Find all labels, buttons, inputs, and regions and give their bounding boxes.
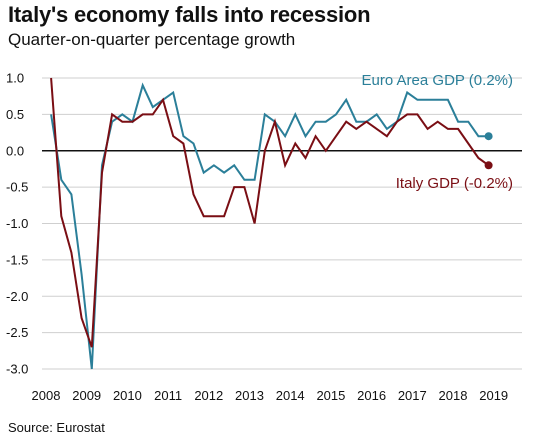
x-tick-label: 2014: [276, 388, 305, 403]
chart-title: Italy's economy falls into recession: [8, 2, 371, 27]
x-tick-label: 2019: [479, 388, 508, 403]
euro-area-endpoint: [484, 132, 493, 141]
source-note: Source: Eurostat: [8, 420, 105, 435]
x-tick-label: 2017: [398, 388, 427, 403]
series-labels: Euro Area GDP (0.2%) Italy GDP (-0.2%): [362, 72, 513, 192]
x-tick-label: 2011: [154, 388, 182, 403]
y-tick-label: 0.5: [6, 107, 24, 122]
x-tick-label: 2009: [72, 388, 101, 403]
series-lines: [50, 77, 493, 370]
italy-label: Italy GDP (-0.2%): [396, 175, 513, 192]
x-tick-label: 2018: [439, 388, 468, 403]
axes: 1.0 0.5 0.0 -0.5 -1.0 -1.5 -2.0 -2.5 -3.0 2008 200…: [6, 71, 522, 403]
gridlines: [42, 77, 522, 370]
x-tick-label: 2015: [316, 388, 345, 403]
y-tick-label: -1.5: [6, 252, 28, 267]
euro-area-label: Euro Area GDP (0.2%): [362, 72, 513, 89]
chart-subtitle: Quarter-on-quarter percentage growth: [8, 30, 296, 49]
italy-endpoint: [484, 161, 493, 170]
italy-line: [50, 77, 490, 348]
y-tick-label: -0.5: [6, 180, 28, 195]
x-tick-label: 2016: [357, 388, 386, 403]
x-tick-label: 2010: [113, 388, 142, 403]
euro-area-line: [50, 82, 489, 370]
y-tick-label: 1.0: [6, 71, 24, 86]
x-tick-label: 2013: [235, 388, 264, 403]
y-tick-label: -1.0: [6, 216, 28, 231]
y-tick-label: 0.0: [6, 143, 24, 158]
y-tick-label: -2.0: [6, 289, 28, 304]
y-tick-label: -3.0: [6, 362, 28, 377]
x-tick-label: 2008: [32, 388, 61, 403]
x-tick-label: 2012: [194, 388, 223, 403]
y-tick-label: -2.5: [6, 325, 28, 340]
